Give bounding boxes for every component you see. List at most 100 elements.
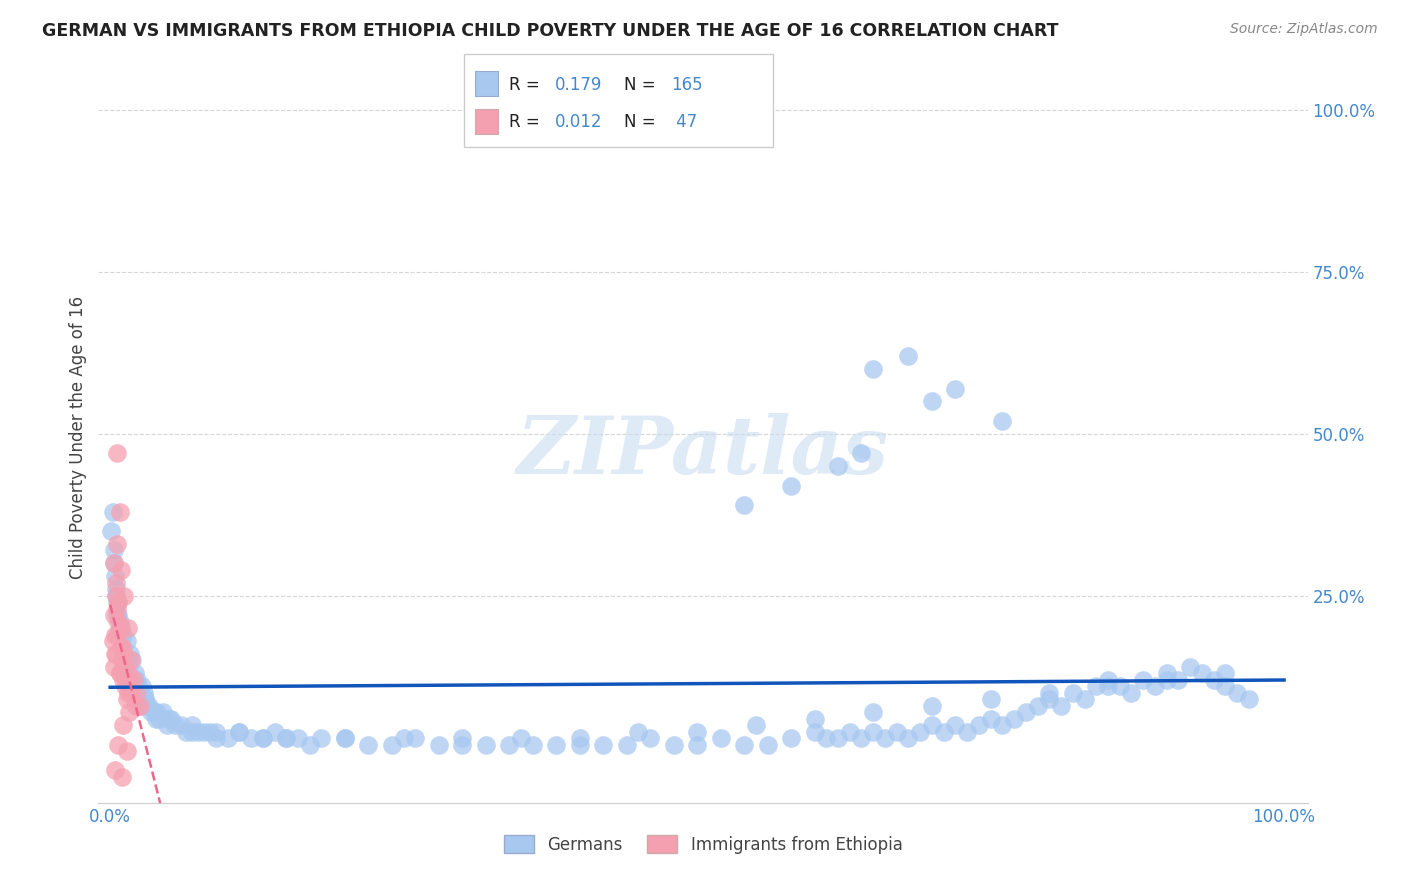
Point	[105, 647, 128, 661]
Point	[1121, 686, 1143, 700]
Point	[105, 627, 128, 641]
Point	[1015, 705, 1038, 719]
Point	[886, 724, 908, 739]
Point	[134, 692, 156, 706]
Point	[287, 731, 309, 745]
Point	[1038, 692, 1060, 706]
Point	[105, 595, 128, 609]
Point	[217, 731, 239, 745]
Point	[276, 731, 298, 745]
Point	[103, 557, 125, 571]
Point	[204, 731, 226, 745]
Point	[780, 731, 803, 745]
Point	[115, 744, 138, 758]
Point	[803, 712, 825, 726]
Point	[103, 557, 125, 571]
Point	[1191, 666, 1213, 681]
Point	[1050, 698, 1073, 713]
Point	[980, 712, 1002, 726]
Legend: Germans, Immigrants from Ethiopia: Germans, Immigrants from Ethiopia	[496, 829, 910, 860]
Text: GERMAN VS IMMIGRANTS FROM ETHIOPIA CHILD POVERTY UNDER THE AGE OF 16 CORRELATION: GERMAN VS IMMIGRANTS FROM ETHIOPIA CHILD…	[42, 22, 1059, 40]
Point	[1215, 679, 1237, 693]
Point	[228, 724, 250, 739]
Point	[122, 673, 145, 687]
Point	[1002, 712, 1025, 726]
Point	[908, 724, 931, 739]
Point	[101, 634, 124, 648]
Point	[404, 731, 426, 745]
Point	[1202, 673, 1225, 687]
Point	[780, 478, 803, 492]
Point	[1097, 673, 1119, 687]
Point	[568, 738, 591, 752]
Point	[616, 738, 638, 752]
Point	[110, 634, 132, 648]
Point	[105, 608, 128, 623]
Point	[141, 705, 163, 719]
Point	[115, 692, 138, 706]
Point	[100, 524, 122, 538]
Point	[851, 731, 873, 745]
Point	[103, 543, 125, 558]
Point	[117, 679, 139, 693]
Point	[1097, 679, 1119, 693]
Point	[163, 718, 186, 732]
Point	[120, 653, 142, 667]
Point	[897, 349, 920, 363]
Point	[134, 686, 156, 700]
Point	[105, 537, 128, 551]
Point	[252, 731, 274, 745]
Point	[1108, 679, 1130, 693]
Point	[204, 724, 226, 739]
Point	[160, 712, 183, 726]
Point	[105, 589, 128, 603]
Point	[1073, 692, 1095, 706]
Point	[1156, 673, 1178, 687]
Point	[111, 640, 134, 655]
Point	[117, 660, 139, 674]
Point	[125, 686, 148, 700]
Point	[120, 673, 142, 687]
Point	[945, 382, 967, 396]
Point	[1085, 679, 1108, 693]
Point	[1226, 686, 1249, 700]
Point	[108, 504, 131, 518]
Point	[127, 679, 149, 693]
Y-axis label: Child Poverty Under the Age of 16: Child Poverty Under the Age of 16	[69, 295, 87, 579]
Point	[117, 621, 139, 635]
Point	[568, 731, 591, 745]
Point	[662, 738, 685, 752]
Point	[921, 394, 943, 409]
Point	[627, 724, 650, 739]
Point	[240, 731, 263, 745]
Point	[103, 608, 125, 623]
Point	[127, 673, 149, 687]
Point	[105, 601, 128, 615]
Point	[169, 718, 191, 732]
Point	[108, 666, 131, 681]
Point	[120, 686, 142, 700]
Point	[815, 731, 838, 745]
Point	[108, 666, 131, 681]
Point	[945, 718, 967, 732]
Point	[112, 589, 135, 603]
Point	[112, 647, 135, 661]
Point	[1143, 679, 1166, 693]
Point	[932, 724, 955, 739]
Point	[112, 640, 135, 655]
Text: 47: 47	[671, 113, 697, 131]
Point	[357, 738, 380, 752]
Point	[522, 738, 544, 752]
Point	[181, 718, 204, 732]
Point	[176, 724, 198, 739]
Point	[104, 647, 127, 661]
Point	[862, 362, 884, 376]
Point	[252, 731, 274, 745]
Point	[135, 698, 157, 713]
Point	[1167, 673, 1189, 687]
Point	[475, 738, 498, 752]
Point	[112, 627, 135, 641]
Point	[827, 459, 849, 474]
Point	[745, 718, 768, 732]
Point	[228, 724, 250, 739]
